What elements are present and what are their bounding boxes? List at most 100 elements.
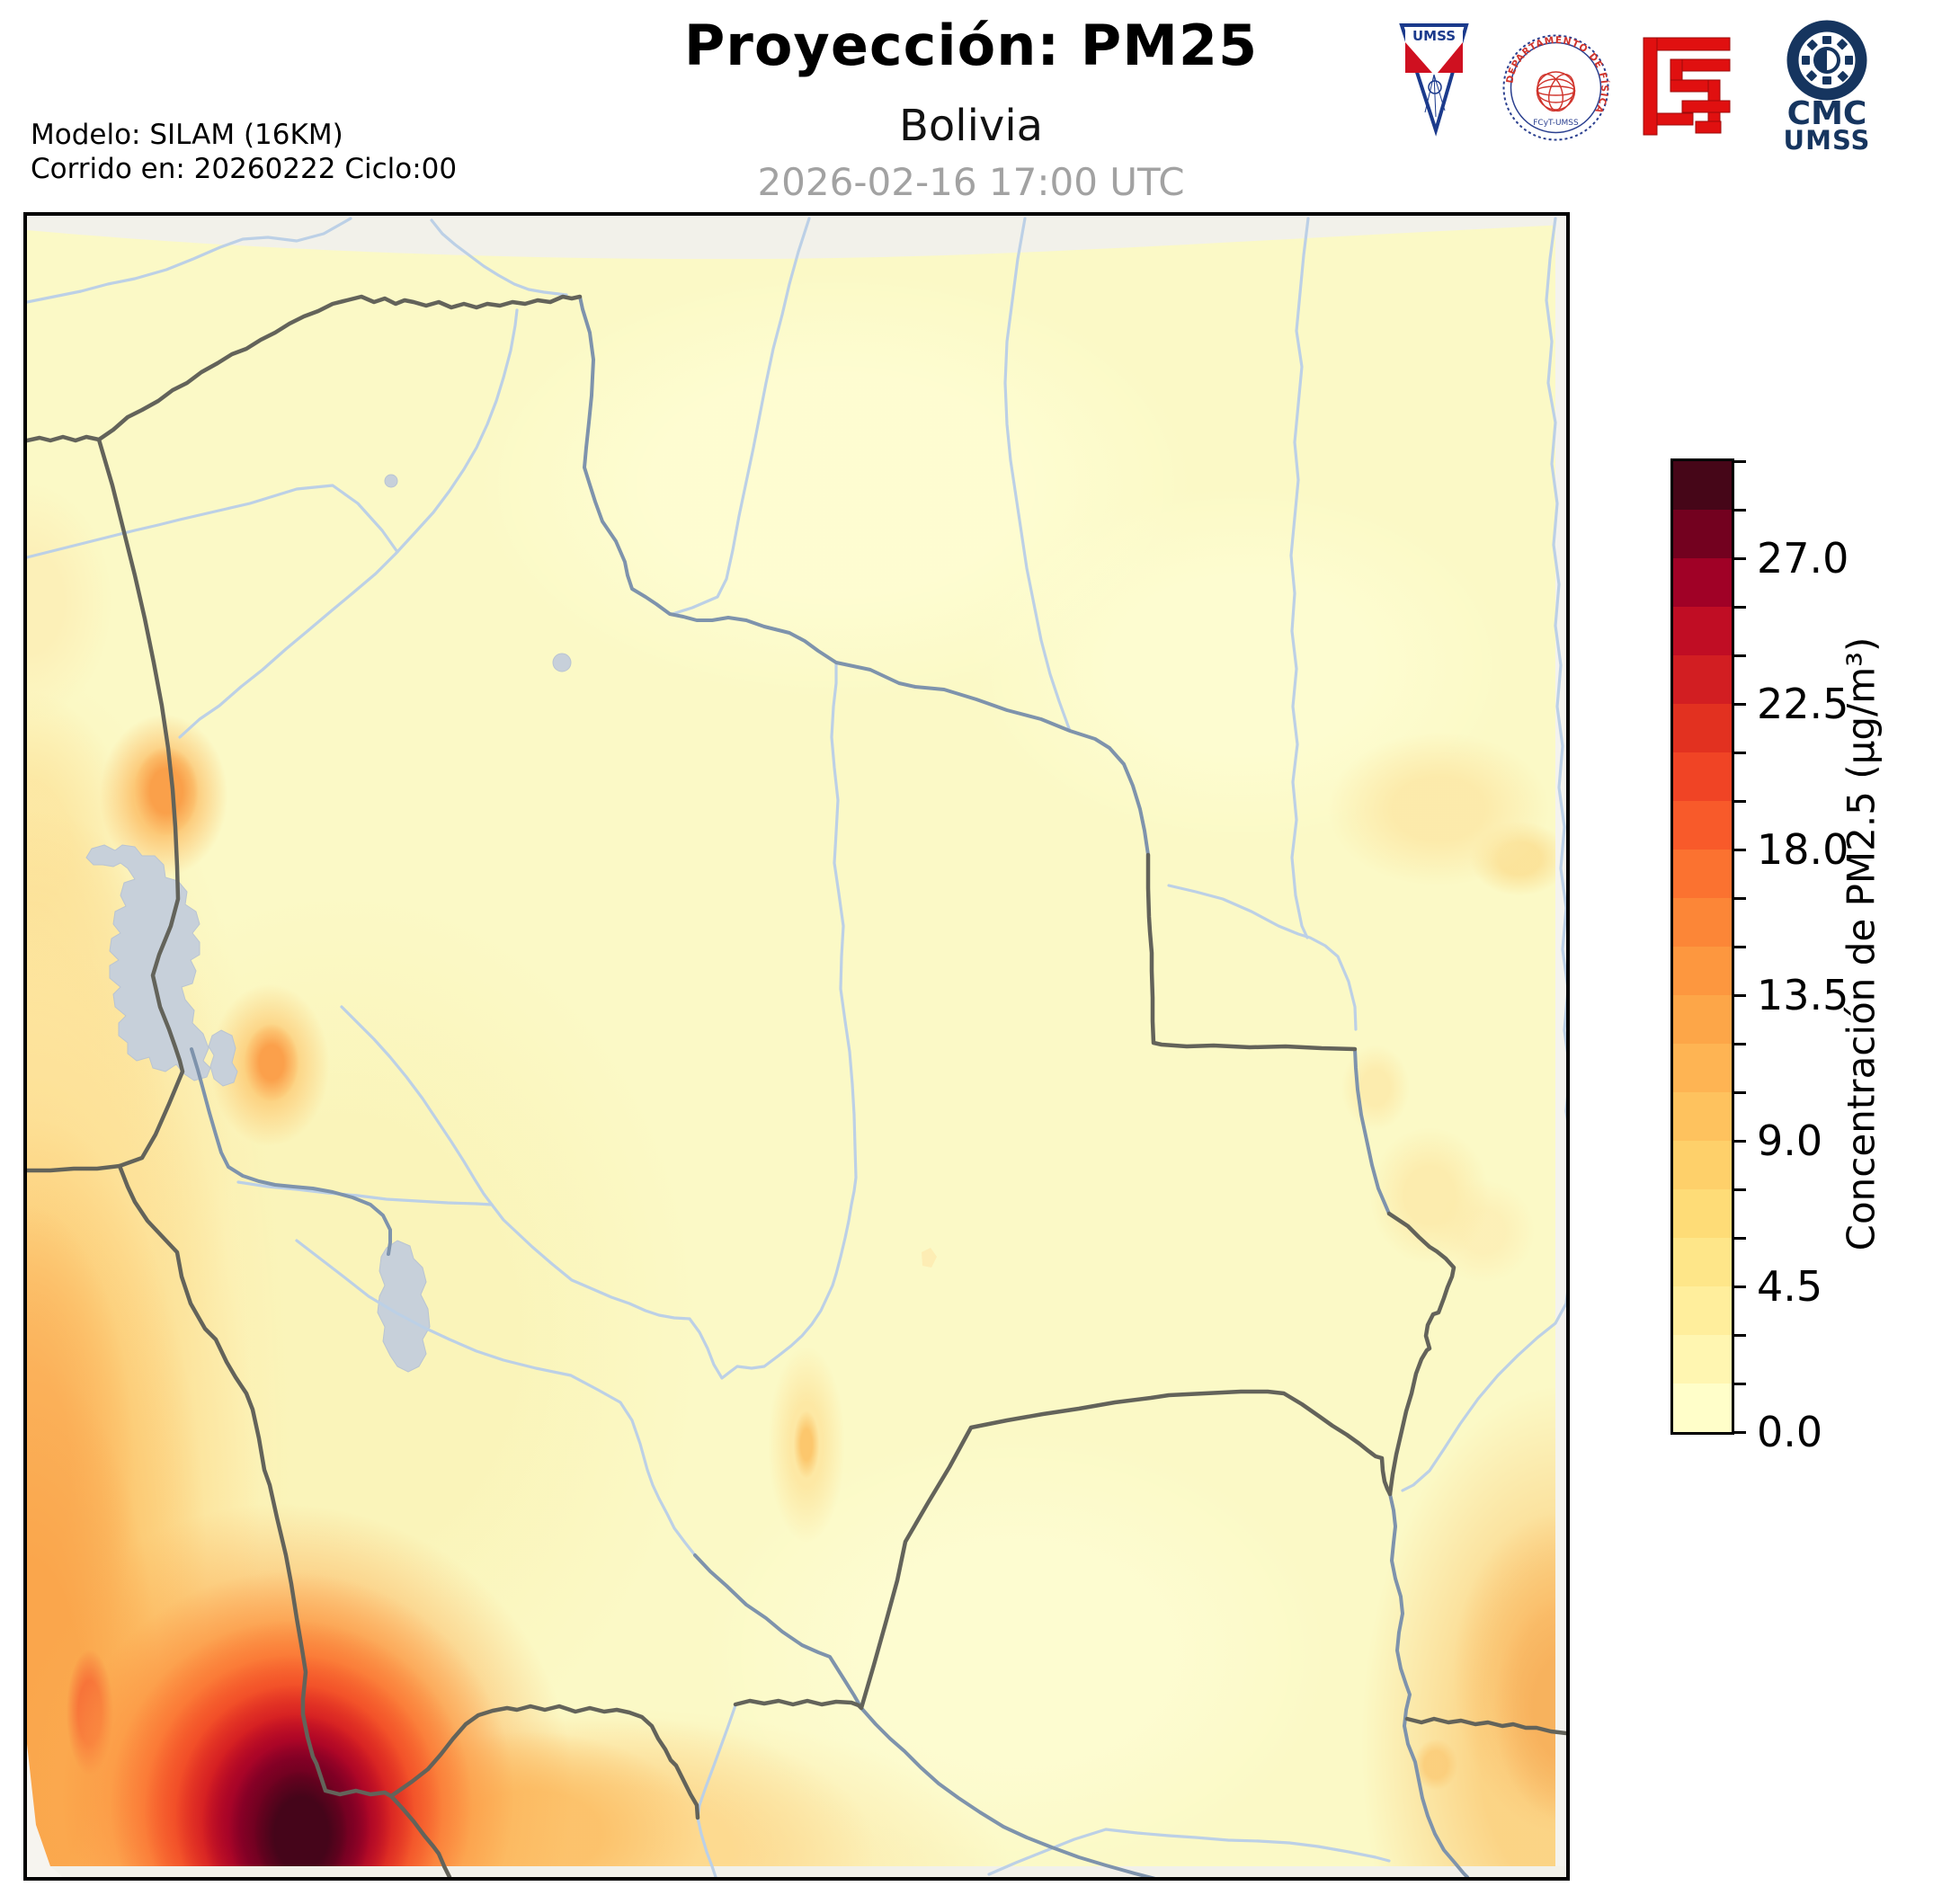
border-river-mamore	[578, 295, 1150, 857]
border-peru-brazil-nw	[27, 294, 583, 443]
colorbar-segment	[1673, 510, 1732, 558]
fcyt-red-logo	[1643, 37, 1731, 136]
colorbar-segment	[1673, 461, 1732, 510]
lake-small-north	[384, 474, 398, 488]
colorbar-tick	[1732, 1382, 1746, 1385]
colorbar-tick	[1732, 1090, 1746, 1094]
colorbar-segment	[1673, 1286, 1732, 1335]
colorbar-tick-label: 13.5	[1757, 971, 1849, 1019]
colorbar-tick-label: 22.5	[1757, 680, 1849, 728]
colorbar-tick	[1732, 1285, 1746, 1288]
border-argentina-paraguay	[733, 1389, 1393, 1711]
border-peru-coast-spur	[27, 1163, 122, 1173]
colorbar-tick	[1732, 702, 1746, 706]
colorbar-segment	[1673, 801, 1732, 850]
umss-pennant-text: UMSS	[1412, 28, 1456, 44]
departamento-fisica-seal: DEPARTAMENTO DE FÍSICA FCyT-UMSS	[1502, 34, 1609, 141]
river-pilcomayo	[693, 1553, 1156, 1877]
border-chile-argentina-south	[388, 1793, 452, 1877]
colorbar-tick	[1732, 1139, 1746, 1143]
forecast-datetime: 2026-02-16 17:00 UTC	[757, 160, 1185, 204]
domain-edge-sw-wedge	[27, 1744, 63, 1877]
colorbar: 0.0 4.5 9.0 13.5 18.0 22.5 27.0	[1670, 458, 1940, 1456]
map-panel	[23, 212, 1570, 1881]
colorbar-tick	[1732, 751, 1746, 754]
colorbar-tick	[1732, 993, 1746, 997]
colorbar-tick-label: 9.0	[1757, 1117, 1823, 1165]
colorbar-segment	[1673, 850, 1732, 898]
colorbar-segment	[1673, 1238, 1732, 1286]
page-subtitle: Bolivia	[898, 101, 1044, 151]
colorbar-segment	[1673, 704, 1732, 752]
colorbar-segment	[1673, 558, 1732, 607]
river	[1401, 217, 1566, 1492]
major-rivers-group	[190, 295, 1469, 1877]
border-brazil-northeast	[1145, 852, 1358, 1052]
domain-edge-top	[27, 216, 1566, 260]
colorbar-tick	[1732, 654, 1746, 657]
colorbar-tick-label: 4.5	[1757, 1262, 1823, 1311]
lake-titicaca	[85, 844, 211, 1081]
colorbar-segment	[1673, 1092, 1732, 1141]
colorbar-segment	[1673, 1189, 1732, 1238]
lake-small-beni	[552, 653, 572, 672]
colorbar-tick	[1732, 1236, 1746, 1240]
colorbar-tick	[1732, 556, 1746, 560]
border-river-east	[1353, 1047, 1391, 1215]
map-geography	[27, 216, 1566, 1877]
colorbar-segment	[1673, 898, 1732, 947]
river	[27, 484, 399, 559]
border-peru-chile-west	[96, 437, 394, 1799]
colorbar-gradient	[1670, 458, 1734, 1435]
rivers-group	[27, 217, 1566, 1877]
domain-edge-right	[1555, 216, 1566, 1877]
cmc-umss-logo: CMC UMSS	[1784, 20, 1871, 156]
river	[178, 308, 519, 739]
domain-edge-bottom	[27, 1866, 1566, 1877]
model-info-line1: Modelo: SILAM (16KM)	[31, 119, 343, 151]
contour-patch	[922, 1248, 937, 1268]
river	[696, 1704, 737, 1877]
river	[340, 1005, 494, 1206]
colorbar-segment	[1673, 1141, 1732, 1189]
colorbar-tick	[1732, 605, 1746, 609]
colorbar-tick	[1732, 1042, 1746, 1045]
colorbar-tick	[1732, 799, 1746, 803]
border-brazil-east	[1386, 1211, 1456, 1497]
colorbar-segment	[1673, 1044, 1732, 1092]
colorbar-segment	[1673, 995, 1732, 1044]
model-run-line2: Corrido en: 20260222 Ciclo:00	[31, 153, 458, 185]
seal-sub-text: FCyT-UMSS	[1533, 119, 1579, 128]
colorbar-tick	[1732, 896, 1746, 900]
colorbar-tick	[1732, 508, 1746, 512]
border-argentina-west	[388, 1704, 700, 1820]
colorbar-tick	[1732, 1188, 1746, 1191]
colorbar-segment	[1673, 607, 1732, 655]
colorbar-segment	[1673, 752, 1732, 801]
country-borders-group	[27, 294, 1566, 1877]
colorbar-tick	[1732, 848, 1746, 851]
colorbar-tick	[1732, 945, 1746, 948]
colorbar-segment	[1673, 947, 1732, 995]
river	[1167, 884, 1358, 1031]
river	[1003, 217, 1072, 733]
colorbar-tick	[1732, 459, 1746, 463]
river	[295, 1239, 697, 1557]
river	[27, 217, 352, 304]
colorbar-segment	[1673, 1335, 1732, 1384]
river	[1289, 217, 1310, 939]
umss-pennant-logo: UMSS	[1399, 23, 1469, 137]
river	[236, 661, 858, 1380]
page-title: Proyección: PM25	[683, 13, 1259, 78]
lake-poopo	[377, 1240, 431, 1373]
colorbar-segment	[1673, 1384, 1732, 1432]
lake-titicaca-minor-lobe	[208, 1029, 238, 1087]
colorbar-axis-label: Concentración de PM2.5 (µg/m³)	[1839, 636, 1884, 1251]
border-paraguay-argentina-east	[1404, 1716, 1566, 1736]
river-desaguadero	[190, 1047, 392, 1256]
colorbar-tick-label: 18.0	[1757, 825, 1849, 874]
cmc-umss-text: UMSS	[1784, 125, 1871, 156]
river-paraguay	[1388, 1492, 1469, 1877]
colorbar-tick-label: 27.0	[1757, 534, 1849, 583]
